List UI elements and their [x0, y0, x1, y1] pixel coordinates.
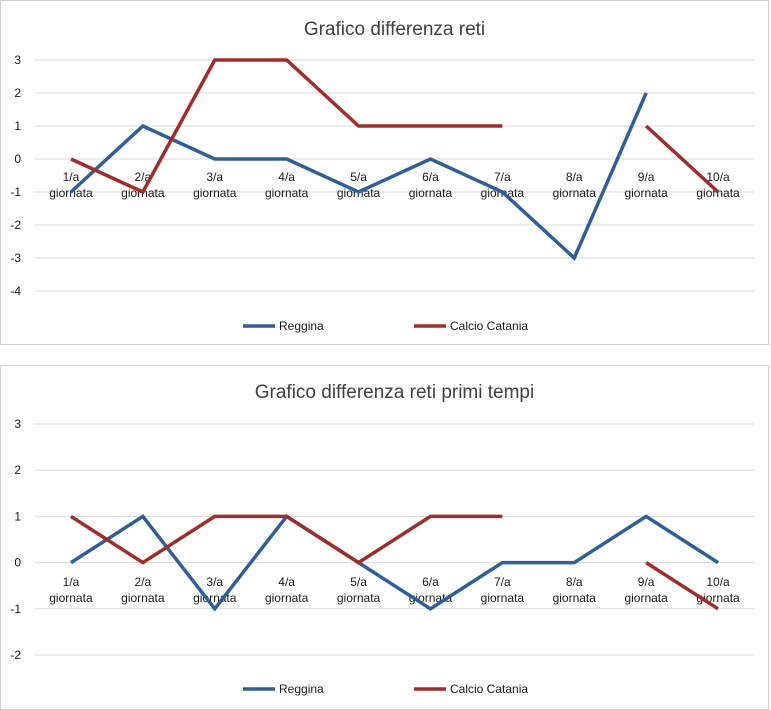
x-tick-label: 7/a giornata: [481, 575, 525, 605]
chart-goal-difference: Grafico differenza reti 3 2 1 0 -1 -2 -3 -4 1/a gi…: [10, 19, 754, 333]
x-tick-label: 9/a giornata: [624, 575, 668, 605]
legend-label: Calcio Catania: [450, 682, 528, 696]
series-line-reggina: [69, 92, 648, 261]
y-tick-label: -3: [10, 251, 21, 265]
series-line-calcio-catania: [644, 124, 720, 194]
x-tick-label: 10/a giornata: [696, 170, 740, 200]
legend-label: Calcio Catania: [450, 319, 528, 333]
x-tick-label: 8/a giornata: [553, 575, 597, 605]
y-tick-label: 1: [14, 509, 21, 523]
chart-title: Grafico differenza reti primi tempi: [255, 382, 534, 403]
y-tick-label: 0: [14, 556, 21, 570]
x-tick-label: 4/a giornata: [265, 575, 309, 605]
series-line-reggina: [70, 514, 719, 612]
y-tick-label: -4: [10, 284, 21, 298]
x-tick-label: 2/a giornata: [121, 575, 165, 605]
y-tick-label: 3: [14, 53, 21, 67]
chart-panel-first-half-goal-difference: Grafico differenza reti primi tempi 3 2 1 0 -…: [0, 365, 769, 710]
x-tick-label: 1/a giornata: [49, 575, 93, 605]
x-tick-label: 4/a giornata: [265, 170, 309, 200]
y-tick-label: 3: [14, 417, 21, 431]
series-line-calcio-catania: [70, 514, 503, 565]
x-tick-label: 8/a giornata: [553, 170, 597, 200]
chart-title: Grafico differenza reti: [304, 19, 485, 40]
x-tick-label: 9/a giornata: [624, 170, 668, 200]
y-tick-label: -1: [10, 602, 21, 616]
series-line-calcio-catania: [645, 561, 719, 611]
y-tick-label: -2: [10, 648, 21, 662]
series-line-calcio-catania: [70, 58, 503, 195]
x-tick-label: 3/a giornata: [193, 170, 237, 200]
y-tick-label: 2: [14, 86, 21, 100]
x-tick-label: 5/a giornata: [337, 575, 381, 605]
legend-label: Reggina: [279, 319, 324, 333]
chart-panel-goal-difference: Grafico differenza reti 3 2 1 0 -1 -2 -3 -4 1/a gi…: [0, 0, 769, 345]
x-tick-label: 1/a giornata: [49, 170, 93, 200]
chart-first-half-goal-difference: Grafico differenza reti primi tempi 3 2 1 0 -…: [10, 382, 754, 696]
legend-label: Reggina: [279, 682, 324, 696]
y-tick-label: 2: [14, 463, 21, 477]
x-tick-label: 6/a giornata: [409, 170, 453, 200]
y-tick-label: -1: [10, 185, 21, 199]
y-tick-label: 0: [14, 152, 21, 166]
y-tick-label: -2: [10, 218, 21, 232]
y-tick-label: 1: [14, 119, 21, 133]
